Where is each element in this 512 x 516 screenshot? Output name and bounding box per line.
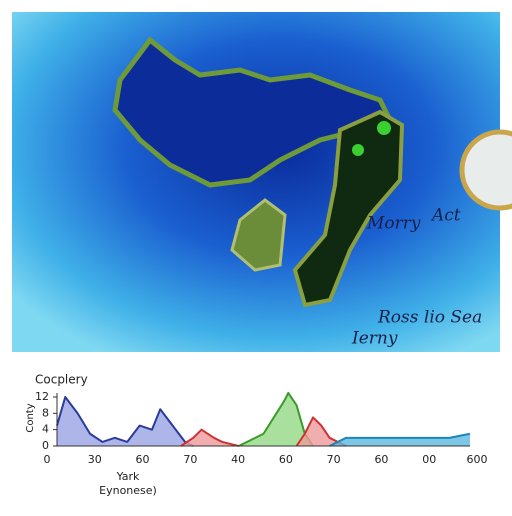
x-tick-label: 00 (422, 453, 436, 466)
x-tick-label: 0 (44, 453, 51, 466)
area (180, 429, 239, 446)
area (57, 397, 194, 446)
island (459, 129, 512, 211)
x-tick-label: 40 (231, 453, 245, 466)
x-axis-label: Eynonese) (99, 484, 157, 497)
line (180, 428, 239, 447)
y-tick-label: 4 (42, 423, 49, 436)
y-tick-label: 8 (42, 406, 49, 419)
area (296, 417, 347, 446)
x-tick-label: 30 (88, 453, 102, 466)
map-label: Act (430, 206, 461, 226)
area (329, 433, 470, 446)
x-tick-label: 70 (183, 453, 197, 466)
map-label: Ross lio Sea (377, 308, 482, 328)
sea (12, 12, 500, 352)
line (56, 396, 194, 447)
line (295, 416, 347, 447)
x-tick-label: 60 (136, 453, 150, 466)
area (238, 392, 314, 446)
x-tick-label: 60 (279, 453, 293, 466)
x-tick-label: 600 (467, 453, 488, 466)
map: Morry Act Ross lio Sea Ierny (12, 12, 512, 352)
map-label: Morry (366, 214, 421, 234)
island (292, 109, 405, 308)
x-axis-label: Yark (116, 470, 140, 483)
y-tick-label: 0 (42, 439, 49, 452)
island (230, 198, 287, 272)
marker (377, 121, 391, 135)
x-tick-label: 70 (327, 453, 341, 466)
y-axis-label: Conty (25, 403, 36, 432)
map-label: Ierny (351, 329, 398, 349)
x-tick-label: 60 (374, 453, 388, 466)
y-tick-label: 12 (35, 390, 49, 403)
line (329, 432, 471, 447)
marker (352, 144, 364, 156)
chart-title: Cocplery (35, 373, 88, 387)
